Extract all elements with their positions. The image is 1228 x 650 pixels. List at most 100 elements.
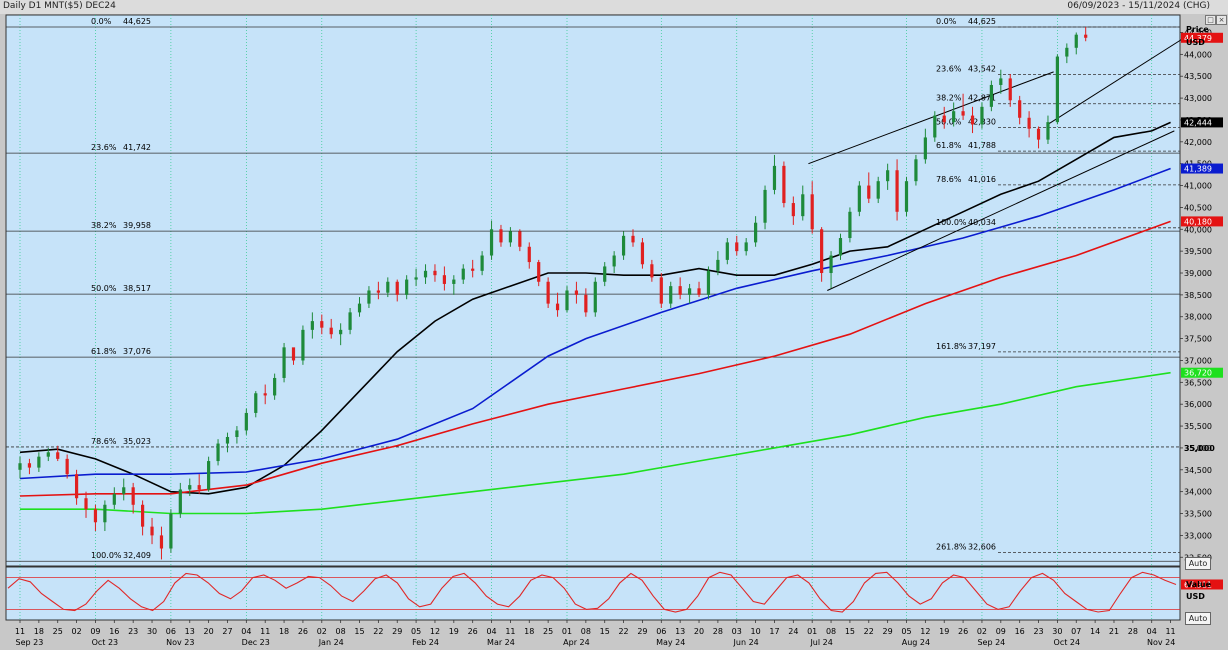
candle-body (669, 286, 673, 304)
fib-right-pct: 100.0% (936, 218, 967, 227)
x-month-label: Sep 23 (16, 638, 44, 647)
fib-right-pct: 61.8% (936, 141, 962, 150)
candle-body (735, 242, 739, 252)
candle-body (320, 321, 324, 328)
x-day-label: 13 (185, 627, 195, 636)
candle-body (857, 185, 861, 212)
candle-body (1036, 128, 1041, 140)
candle-body (574, 290, 579, 295)
candle-body (367, 290, 371, 304)
candle-body (329, 327, 333, 335)
main-plot-area (5, 14, 1181, 567)
candle-body (697, 288, 701, 295)
candle-body (480, 255, 484, 271)
channel-line (808, 71, 1054, 165)
candle-body (1008, 78, 1012, 101)
x-day-label: 20 (694, 627, 704, 636)
fib-pct-label: 38.2% (91, 221, 117, 230)
x-day-label: 22 (618, 627, 628, 636)
fib-right-pct: 38.2% (936, 94, 962, 103)
fib-right-value: 32,606 (968, 543, 996, 552)
auto-scale-button-main[interactable]: Auto (1185, 557, 1211, 570)
x-day-label: 30 (1052, 627, 1062, 636)
candle-body (84, 498, 88, 510)
x-day-label: 08 (581, 627, 591, 636)
candle-body (18, 463, 22, 470)
candle-body (942, 115, 946, 123)
y-tick-label: 38,500 (1184, 291, 1212, 300)
x-month-label: Nov 23 (166, 638, 194, 647)
close-icon[interactable]: × (1216, 15, 1227, 25)
x-day-label: 06 (656, 627, 666, 636)
candle-body (65, 458, 69, 475)
x-month-label: Nov 24 (1147, 638, 1175, 647)
y-tick-label: 37,500 (1184, 335, 1212, 344)
candle-body (235, 430, 239, 437)
indicator-axis-caption: Value (1186, 580, 1212, 589)
x-day-label: 16 (1015, 627, 1025, 636)
auto-scale-button-indicator[interactable]: Auto (1185, 612, 1211, 625)
y-tick-label: 43,500 (1184, 72, 1212, 81)
candle-body (225, 436, 230, 444)
candle-body (678, 286, 682, 295)
indicator-plot-area (5, 566, 1181, 621)
x-day-label: 10 (751, 627, 761, 636)
x-day-label: 27 (222, 627, 232, 636)
fib-right-pct: 50.0% (936, 117, 962, 126)
candle-body (263, 393, 267, 396)
y-tick-label: 37,000 (1184, 356, 1212, 365)
candle-body (112, 493, 116, 505)
candle-body (357, 303, 362, 313)
candle-body (999, 78, 1003, 85)
candle-body (216, 443, 220, 462)
x-day-label: 01 (562, 627, 572, 636)
y-tick-label: 35,500 (1184, 422, 1212, 431)
x-month-label: Feb 24 (412, 638, 439, 647)
fib-value-label: 38,517 (123, 284, 151, 293)
candle-body (952, 111, 956, 123)
fib-right-pct: 23.6% (936, 64, 962, 73)
ma-blue-line (19, 167, 1171, 480)
candle-body (546, 281, 550, 304)
x-day-label: 21 (1109, 627, 1119, 636)
x-day-label: 29 (883, 627, 893, 636)
fib-right-value: 37,197 (968, 342, 996, 351)
x-day-label: 28 (1128, 627, 1138, 636)
candle-body (650, 264, 654, 278)
channel-line (827, 130, 1175, 291)
restore-icon[interactable]: □ (1205, 15, 1216, 25)
candle-body (376, 290, 380, 293)
fib-value-label: 41,742 (123, 143, 151, 152)
x-day-label: 18 (524, 627, 534, 636)
fib-right-pct: 161.8% (936, 342, 967, 351)
fib-right-pct: 261.8% (936, 543, 967, 552)
candle-body (56, 452, 60, 459)
x-day-label: 11 (260, 627, 270, 636)
fib-pct-label: 61.8% (91, 347, 117, 356)
candle-body (744, 242, 748, 252)
x-day-label: 07 (1071, 627, 1081, 636)
candle-body (801, 194, 805, 217)
candle-body (716, 259, 720, 271)
y-tick-label: 40,500 (1184, 203, 1212, 212)
candle-body (612, 255, 616, 267)
candle-body (273, 377, 277, 396)
fib-value-label: 35,023 (123, 437, 151, 446)
x-month-label: Sep 24 (977, 638, 1005, 647)
y-tick-label: 43,000 (1184, 94, 1212, 103)
x-month-label: Jan 24 (318, 638, 344, 647)
candle-body (395, 281, 399, 295)
y-tick-label: 35,000 (1184, 444, 1212, 453)
x-day-label: 05 (411, 627, 421, 636)
candle-body (791, 203, 795, 217)
x-day-label: 23 (128, 627, 138, 636)
x-day-label: 15 (600, 627, 610, 636)
candle-body (442, 275, 446, 284)
x-day-label: 24 (788, 627, 798, 636)
x-day-label: 04 (486, 627, 496, 636)
x-month-label: Aug 24 (902, 638, 930, 647)
candle-body (706, 270, 711, 295)
candle-body (433, 270, 437, 276)
fib-pct-label: 50.0% (91, 284, 117, 293)
candle-body (593, 281, 597, 313)
